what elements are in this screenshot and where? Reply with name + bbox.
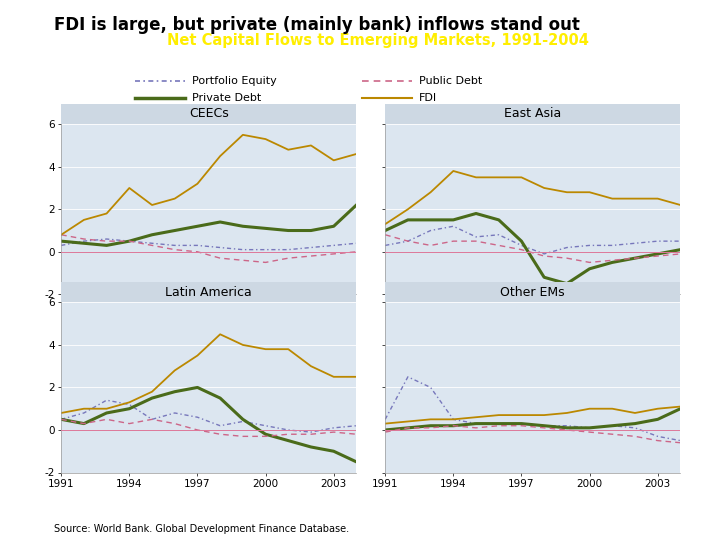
Text: CEECs: CEECs xyxy=(189,107,229,120)
Text: Private Debt: Private Debt xyxy=(192,93,261,104)
Text: Public Debt: Public Debt xyxy=(418,76,482,86)
Text: FDI is large, but private (mainly bank) inflows stand out: FDI is large, but private (mainly bank) … xyxy=(54,16,580,34)
Text: Net Capital Flows to Emerging Markets, 1991-2004: Net Capital Flows to Emerging Markets, 1… xyxy=(167,32,589,48)
Text: FDI: FDI xyxy=(418,93,437,104)
FancyBboxPatch shape xyxy=(385,104,680,124)
Text: Portfolio Equity: Portfolio Equity xyxy=(192,76,276,86)
Text: Latin America: Latin America xyxy=(166,286,252,299)
FancyBboxPatch shape xyxy=(385,282,680,302)
FancyBboxPatch shape xyxy=(61,282,356,302)
Text: In percent of GDP: In percent of GDP xyxy=(326,54,430,67)
FancyBboxPatch shape xyxy=(61,104,356,124)
Text: Source: World Bank. Global Development Finance Database.: Source: World Bank. Global Development F… xyxy=(54,523,349,534)
Text: East Asia: East Asia xyxy=(504,107,562,120)
Text: Other EMs: Other EMs xyxy=(500,286,565,299)
